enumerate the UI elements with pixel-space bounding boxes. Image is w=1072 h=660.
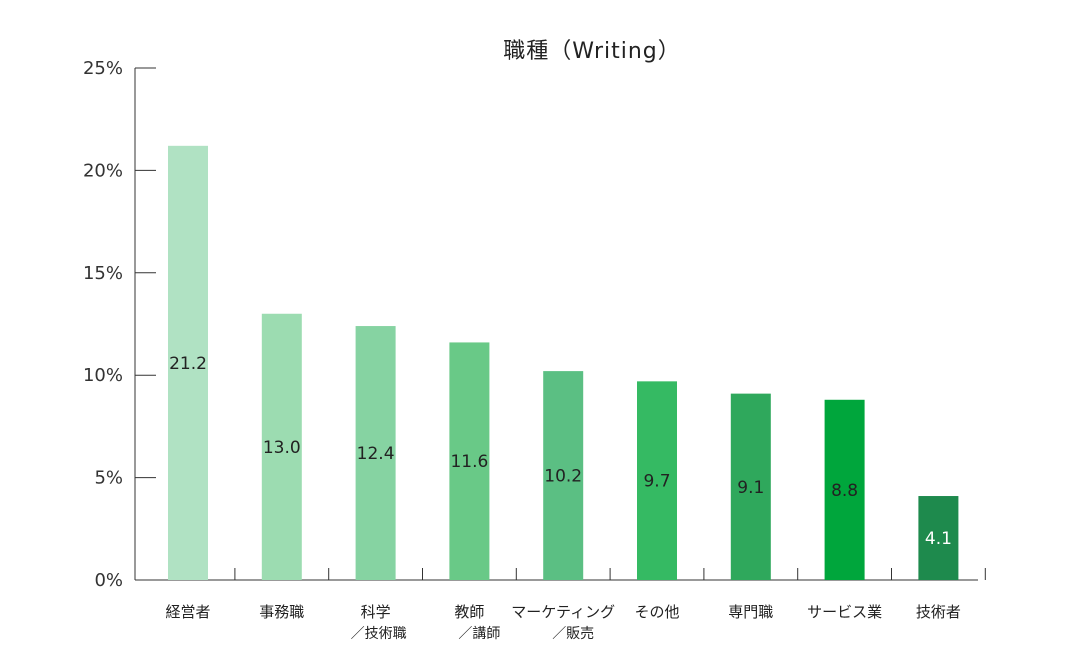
x-category-label: 経営者	[165, 603, 210, 621]
y-tick-label: 0%	[94, 570, 123, 591]
y-tick-label: 15%	[83, 263, 123, 284]
bar	[730, 393, 771, 580]
x-category-label: 技術者	[916, 603, 961, 621]
bar-data-label: 9.1	[737, 478, 764, 498]
bar-data-label: 13.0	[263, 438, 301, 458]
y-tick-label: 10%	[83, 365, 123, 386]
bar	[261, 313, 302, 580]
bar	[918, 496, 959, 580]
y-tick-label: 25%	[83, 58, 123, 79]
x-category-label: ／技術職	[351, 626, 407, 642]
bar	[543, 371, 584, 580]
bar-data-label: 4.1	[925, 529, 952, 549]
chart-title: 職種（Writing）	[503, 39, 681, 64]
bar	[637, 381, 677, 580]
bar-data-label: 8.8	[831, 481, 858, 501]
x-category-label: サービス業	[807, 603, 882, 621]
bars-group: 21.2 13.0 12.4 11.6 10.2 9.7 9.1 8.8 4.1	[168, 145, 959, 580]
bar	[168, 145, 208, 580]
bar	[824, 399, 865, 580]
x-category-label: 教師	[454, 603, 484, 621]
x-category-label: マーケティング	[511, 603, 615, 621]
x-category-label: 科学	[361, 603, 391, 621]
x-category-label: ／講師	[458, 626, 500, 642]
bar-data-label: 11.6	[450, 452, 488, 472]
bar	[355, 326, 396, 580]
bar	[449, 342, 490, 580]
y-axis-ticks: 0% 5% 10% 15% 20% 25%	[83, 58, 156, 591]
bar-data-label: 10.2	[544, 467, 582, 487]
x-category-label: 事務職	[259, 603, 304, 621]
y-tick-label: 5%	[94, 468, 123, 489]
bar-data-label: 21.2	[169, 354, 207, 374]
x-category-label: その他	[634, 603, 679, 621]
x-category-label: ／販売	[552, 626, 594, 642]
bar-data-label: 12.4	[357, 444, 395, 464]
y-tick-label: 20%	[83, 160, 123, 181]
bar-data-label: 9.7	[643, 472, 670, 492]
x-category-label: 専門職	[728, 603, 773, 621]
